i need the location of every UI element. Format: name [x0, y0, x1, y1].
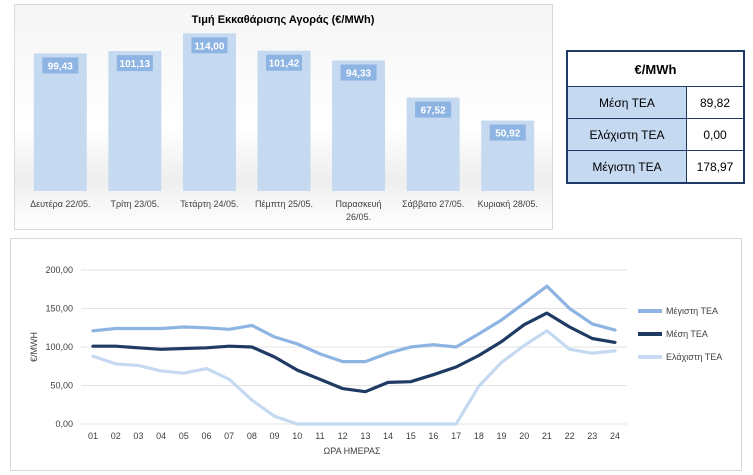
bar-value-label-bg: [415, 101, 452, 118]
bar-value-label: 99,43: [48, 61, 73, 72]
x-tick-label: 24: [610, 431, 620, 441]
x-tick-label: 03: [133, 431, 143, 441]
bar-chart-panel: Τιμή Εκκαθάρισης Αγοράς (€/MWh) 99,43 Δευ…: [14, 4, 553, 230]
summary-label-min: Ελάχιστη ΤΕΑ: [566, 118, 687, 151]
x-tick-label: 08: [247, 431, 257, 441]
table-row: Μέγιστη ΤΕΑ 178,97: [566, 150, 745, 184]
x-tick-label: 15: [406, 431, 416, 441]
series-line: [91, 311, 617, 394]
x-tick-label: 18: [474, 431, 484, 441]
bar-value-label-bg: [42, 57, 79, 74]
bar: [332, 60, 386, 192]
line-chart-ylabel: €/MWH: [29, 332, 39, 362]
x-tick-label: 02: [111, 431, 121, 441]
bar-chart-title: Τιμή Εκκαθάρισης Αγοράς (€/MWh): [192, 14, 375, 26]
bar-value-label: 114,00: [194, 41, 224, 52]
bar: [182, 33, 236, 191]
summary-table: €/MWh Μέση ΤΕΑ 89,82 Ελάχιστη ΤΕΑ 0,00 Μ…: [566, 50, 745, 184]
bar-category-label: Σάββατο 27/05.: [402, 199, 464, 209]
x-tick-label: 23: [587, 431, 597, 441]
bar-value-label: 101,42: [269, 59, 300, 70]
legend-label: Μέση ΤΕΑ: [666, 329, 708, 339]
bar-category-label: Δευτέρα 22/05.: [30, 199, 90, 209]
x-tick-label: 19: [497, 431, 507, 441]
y-tick-label: 50,00: [50, 381, 73, 391]
bar-category-label: Πέμπτη 25/05.: [255, 199, 313, 209]
summary-value-max: 178,97: [686, 150, 745, 184]
bar-value-label: 101,13: [120, 59, 151, 70]
x-tick-label: 05: [179, 431, 189, 441]
x-tick-label: 20: [519, 431, 529, 441]
x-tick-label: 21: [542, 431, 552, 441]
x-tick-label: 11: [315, 431, 324, 441]
summary-value-mean: 89,82: [686, 86, 745, 119]
bar-value-label-bg: [116, 55, 153, 72]
bar-category-label: 26/05.: [346, 212, 371, 222]
y-tick-label: 100,00: [45, 342, 73, 352]
legend-label: Μέγιστη ΤΕΑ: [666, 306, 718, 316]
x-tick-label: 06: [201, 431, 211, 441]
x-tick-label: 13: [360, 431, 370, 441]
bar-value-label-bg: [191, 37, 228, 54]
bar: [33, 53, 87, 191]
series-line: [91, 284, 617, 364]
bar-category-label: Παρασκευή: [336, 199, 382, 209]
bar-value-label-bg: [340, 64, 377, 81]
x-tick-label: 04: [156, 431, 166, 441]
summary-table-header: €/MWh: [566, 50, 745, 87]
x-tick-label: 17: [451, 431, 461, 441]
summary-value-min: 0,00: [686, 118, 745, 151]
y-tick-label: 150,00: [45, 304, 73, 314]
y-tick-label: 0,00: [55, 419, 73, 429]
bar-value-label-bg: [489, 124, 526, 141]
bar: [257, 50, 311, 191]
table-row: Μέση ΤΕΑ 89,82: [566, 86, 745, 119]
bar-category-label: Τετάρτη 24/05.: [180, 199, 238, 209]
bar-value-label: 67,52: [421, 106, 446, 117]
x-tick-label: 01: [88, 431, 98, 441]
line-chart: 0,00 50,00 100,00 150,00 200,00 01 02 03 04 05 06 0…: [29, 265, 722, 456]
series-line: [91, 329, 617, 426]
bar-value-label: 94,33: [346, 69, 371, 80]
line-chart-xlabel: ΩΡΑ ΗΜΕΡΑΣ: [324, 446, 381, 456]
table-row: Ελάχιστη ΤΕΑ 0,00: [566, 118, 745, 151]
bar-category-label: Τρίτη 23/05.: [111, 199, 160, 209]
x-tick-label: 22: [565, 431, 575, 441]
line-chart-panel: 0,00 50,00 100,00 150,00 200,00 01 02 03 04 05 06 0…: [10, 238, 742, 471]
bar-value-label-bg: [266, 54, 302, 71]
bar-value-label: 50,92: [495, 129, 520, 140]
summary-label-mean: Μέση ΤΕΑ: [566, 86, 687, 119]
x-tick-label: 09: [270, 431, 280, 441]
legend-label: Ελάχιστη ΤΕΑ: [666, 352, 722, 362]
x-tick-label: 07: [224, 431, 234, 441]
x-tick-label: 16: [428, 431, 438, 441]
x-tick-label: 10: [292, 431, 302, 441]
bar-chart: Τιμή Εκκαθάρισης Αγοράς (€/MWh) 99,43 Δευ…: [30, 14, 538, 222]
x-tick-label: 12: [338, 431, 348, 441]
x-tick-label: 14: [383, 431, 393, 441]
y-tick-label: 200,00: [45, 265, 73, 275]
bar: [108, 51, 162, 191]
summary-label-max: Μέγιστη ΤΕΑ: [566, 150, 687, 184]
bar-category-label: Κυριακή 28/05.: [478, 199, 538, 209]
